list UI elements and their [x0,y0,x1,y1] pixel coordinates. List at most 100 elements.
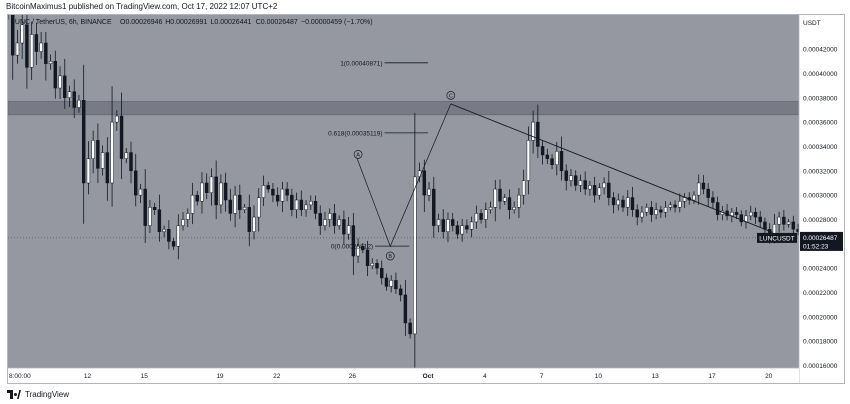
candle[interactable] [380,267,384,279]
candle[interactable] [223,182,228,201]
candle[interactable] [337,219,341,226]
candle[interactable] [573,175,578,186]
candle[interactable] [228,199,233,214]
candle[interactable] [313,200,318,214]
candle[interactable] [607,182,611,198]
candle[interactable] [531,121,535,141]
candle[interactable] [11,15,15,56]
candle[interactable] [342,219,346,235]
candle[interactable] [626,197,630,208]
candle[interactable] [143,188,147,226]
candle[interactable] [63,75,67,99]
candle[interactable] [157,209,162,232]
candle[interactable] [474,213,479,223]
candle[interactable] [493,188,497,208]
candle[interactable] [668,204,673,208]
candle[interactable] [275,194,280,202]
candle[interactable] [351,225,356,257]
candle[interactable] [711,197,715,203]
candle[interactable] [110,121,114,184]
candle[interactable] [134,170,138,196]
candle[interactable] [678,200,682,208]
candle[interactable] [611,197,616,206]
candle[interactable] [323,219,327,226]
candle[interactable] [20,24,24,44]
candle[interactable] [361,246,365,251]
candle[interactable] [29,34,34,68]
candle[interactable] [659,209,663,213]
candle[interactable] [597,187,602,196]
candle[interactable] [252,216,256,232]
candle[interactable] [521,180,526,196]
candle[interactable] [498,188,502,202]
candle[interactable] [455,225,460,235]
candle[interactable] [72,91,76,108]
wave-path-line[interactable] [356,103,452,248]
candle[interactable] [559,151,564,172]
candle[interactable] [124,152,128,159]
candle[interactable] [592,185,597,196]
candle[interactable] [181,219,185,226]
candle[interactable] [115,115,119,123]
candle[interactable] [696,182,701,196]
candle[interactable] [682,197,687,202]
candle[interactable] [190,194,195,214]
candle[interactable] [39,42,43,52]
candle[interactable] [332,213,337,226]
candle[interactable] [290,194,294,211]
candle[interactable] [257,197,261,218]
candle[interactable] [777,216,781,225]
candle[interactable] [734,211,739,215]
current-price-tag[interactable] [800,231,843,251]
candle[interactable] [370,263,374,267]
candle[interactable] [436,219,441,226]
candle[interactable] [427,188,431,196]
candle[interactable] [238,194,242,211]
candle[interactable] [758,216,762,223]
candle[interactable] [654,209,658,215]
candle[interactable] [261,185,266,198]
candle[interactable] [365,249,370,267]
candle[interactable] [786,221,791,225]
candle[interactable] [446,219,450,232]
candle[interactable] [413,176,417,335]
resistance-zone[interactable] [8,101,800,116]
candle[interactable] [692,194,696,201]
candle[interactable] [550,158,554,165]
price-axis[interactable] [799,15,844,383]
candle[interactable] [791,221,796,230]
candle[interactable] [167,228,171,242]
candle[interactable] [53,61,58,89]
candle[interactable] [119,115,124,159]
candle[interactable] [171,241,176,247]
candle[interactable] [105,152,110,184]
candle[interactable] [517,194,521,208]
tradingview-logo[interactable]: TradingView [7,390,69,399]
candle[interactable] [25,24,29,68]
candle[interactable] [621,199,625,208]
candle[interactable] [753,211,758,218]
candle[interactable] [86,158,91,184]
candle[interactable] [96,140,100,169]
candle[interactable] [503,197,507,202]
descending-trendline[interactable] [450,103,773,233]
candle[interactable] [48,61,53,64]
candle[interactable] [635,209,639,218]
candle[interactable] [673,204,677,208]
candle[interactable] [432,188,436,226]
candle[interactable] [67,91,72,99]
candle[interactable] [507,197,512,211]
candle[interactable] [526,140,531,181]
candle[interactable] [176,225,181,247]
candle[interactable] [148,207,152,226]
candle[interactable] [356,246,360,257]
candle[interactable] [540,146,545,156]
candle[interactable] [763,221,767,230]
candle[interactable] [247,207,251,232]
candle[interactable] [214,176,218,206]
candle[interactable] [271,188,275,196]
candle[interactable] [469,221,474,230]
candle[interactable] [488,207,493,211]
candle[interactable] [588,185,592,190]
candle[interactable] [44,42,48,64]
